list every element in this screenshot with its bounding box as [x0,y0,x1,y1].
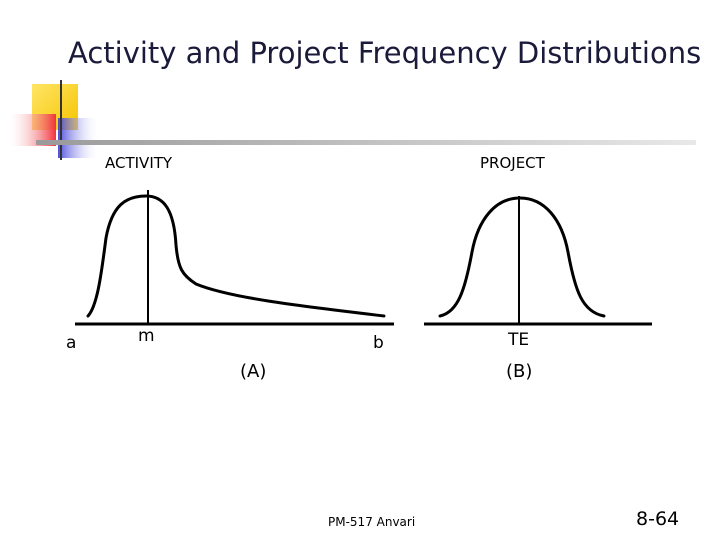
deco-blue-square [58,118,98,158]
caption-b: (B) [506,361,533,382]
label-te: TE [508,330,530,350]
project-normal-curve [438,196,606,318]
caption-a: (A) [240,361,267,382]
slide-number: 8-64 [636,508,680,530]
label-b: b [373,333,384,353]
title-rule [36,140,696,145]
activity-header: ACTIVITY [105,154,173,172]
project-header: PROJECT [480,154,545,172]
footer-text: PM-517 Anvari [328,515,416,529]
label-m: m [138,326,155,346]
label-a: a [66,333,77,353]
slide-title: Activity and Project Frequency Distribut… [68,36,702,70]
activity-skewed-curve [86,194,386,318]
